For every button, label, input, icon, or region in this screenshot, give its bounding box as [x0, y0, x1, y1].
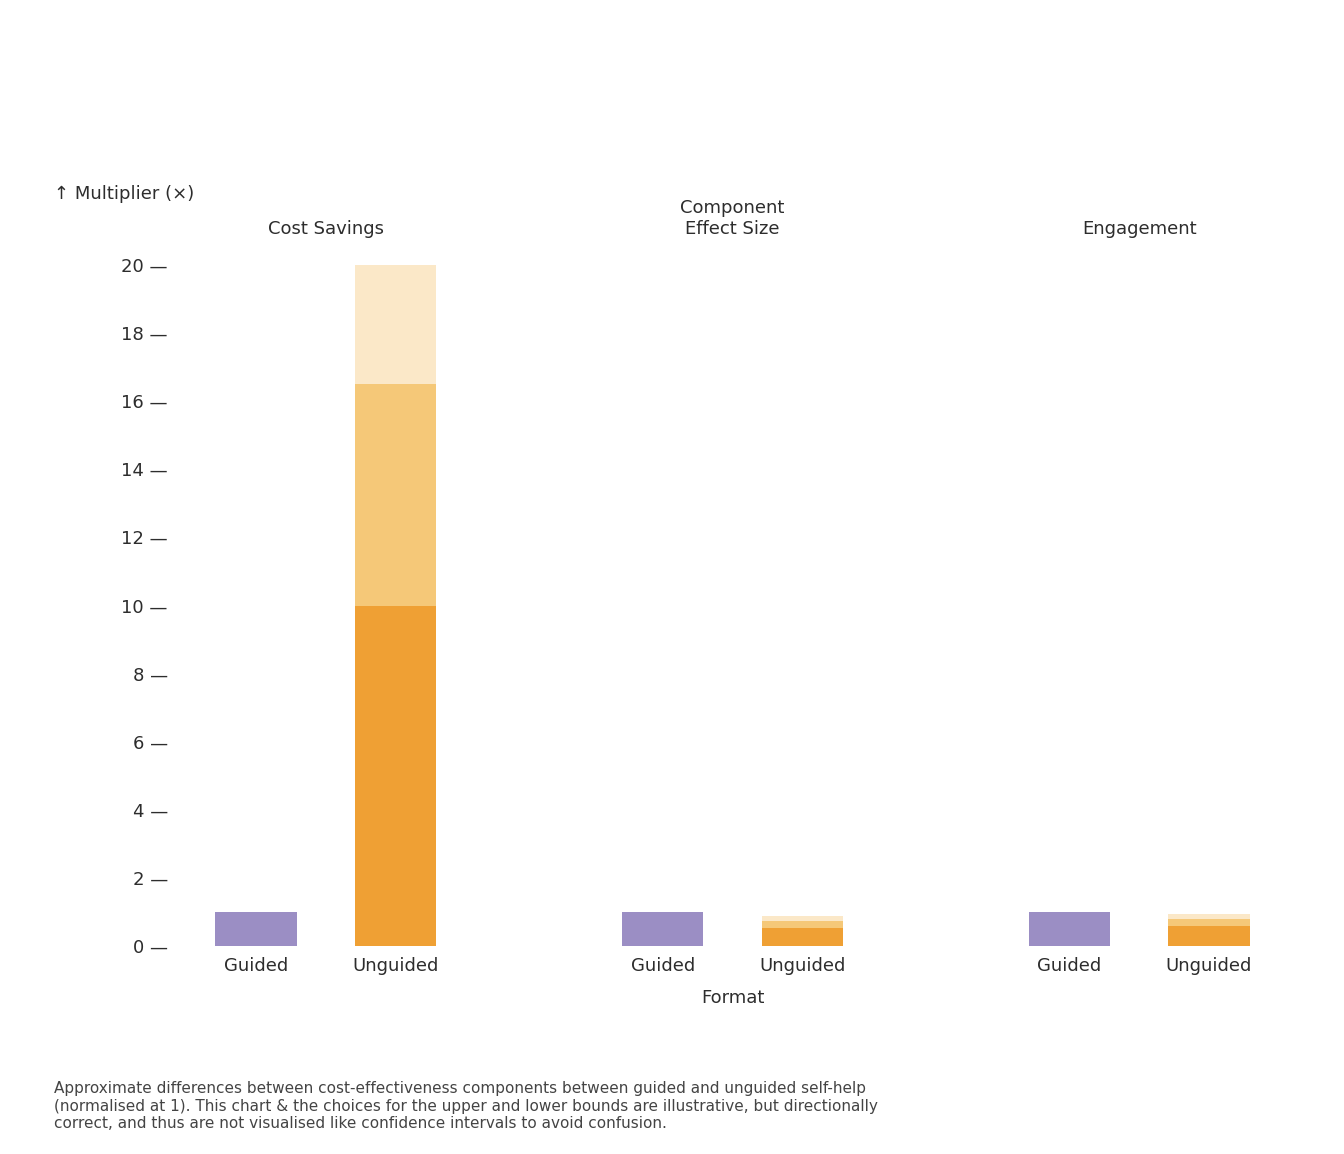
Bar [1168, 914, 1250, 919]
X-axis label: Format: Format [700, 989, 765, 1007]
Text: Cost Savings: Cost Savings [267, 219, 384, 238]
Bar [762, 915, 843, 921]
Bar [355, 606, 437, 946]
Bar [355, 384, 437, 606]
Bar [1168, 919, 1250, 926]
Text: Approximate differences between cost-effectiveness components between guided and: Approximate differences between cost-eff… [54, 1081, 878, 1131]
Text: Component
Effect Size: Component Effect Size [680, 198, 785, 238]
Bar [215, 912, 297, 946]
Bar [1028, 912, 1110, 946]
Bar [355, 265, 437, 384]
Bar [762, 921, 843, 928]
Text: ↑ Multiplier (×): ↑ Multiplier (×) [54, 185, 194, 203]
Text: Engagement: Engagement [1082, 219, 1196, 238]
Bar [622, 912, 703, 946]
Bar [1168, 926, 1250, 946]
Bar [762, 928, 843, 946]
